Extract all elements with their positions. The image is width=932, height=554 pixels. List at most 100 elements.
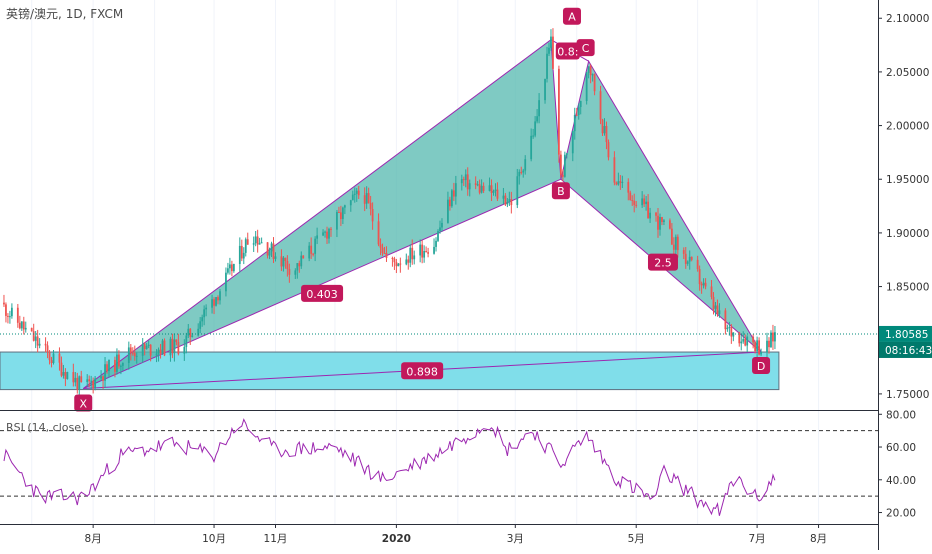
rsi-label: RSI (14, close) [6, 421, 85, 434]
candle-body [766, 340, 768, 352]
candle-body [24, 327, 27, 330]
candle-body [145, 345, 148, 350]
candle-body [558, 68, 560, 155]
candle-body [246, 239, 249, 245]
candle-body [339, 212, 342, 220]
candle-body [88, 379, 91, 382]
candle-body [716, 305, 719, 315]
candle-body [149, 344, 152, 356]
candle-body [466, 174, 469, 190]
header-separator: , [82, 7, 91, 21]
time-tick-label: 3月 [507, 533, 524, 545]
candle-body [7, 315, 9, 317]
candle-body [187, 328, 190, 336]
candle-body [58, 353, 61, 363]
candle-body [300, 255, 303, 267]
candle-body [423, 251, 426, 258]
candle-body [770, 332, 772, 348]
candle-body [308, 245, 311, 259]
candle-body [133, 352, 136, 357]
candle-body [173, 339, 176, 354]
candle-body [383, 252, 386, 254]
candle-body [520, 171, 523, 173]
point-x-label-text: X [79, 398, 87, 411]
candle-body [191, 335, 194, 337]
candle-body [104, 364, 106, 381]
candle-body [532, 135, 535, 137]
candle-body [482, 185, 485, 191]
candle-body [86, 379, 89, 383]
candle-body [772, 332, 774, 342]
candle-body [215, 297, 217, 306]
candle-body [258, 243, 261, 245]
candle-body [119, 365, 122, 367]
candle-body [591, 74, 594, 76]
candle-body [744, 338, 747, 346]
candle-body [94, 378, 97, 388]
candle-body [546, 53, 548, 79]
point-x-label-box [74, 394, 93, 412]
candle-body [480, 185, 483, 193]
candle-body [617, 181, 620, 185]
candle-body [20, 321, 23, 329]
candle-body [746, 336, 749, 346]
interval-label: 1D [65, 7, 83, 21]
candle-body [631, 200, 634, 202]
candle-body [379, 244, 382, 248]
rsi-tick-label: 40.00 [886, 475, 916, 487]
candle-body [185, 335, 188, 348]
candle-body [90, 380, 93, 382]
candle-body [254, 236, 257, 244]
candle-body [381, 247, 384, 253]
ratio-ac-label-text: 0.8: [557, 45, 578, 58]
candle-body [328, 228, 330, 239]
candle-body [629, 192, 632, 201]
candle-body [155, 353, 158, 356]
candle-body [655, 212, 657, 216]
exchange-label: FXCM [90, 7, 124, 21]
candle-body [510, 199, 513, 206]
candle-body [102, 376, 104, 381]
candle-body [760, 351, 762, 355]
candle-body [238, 245, 241, 264]
candle-body [441, 222, 443, 228]
candle-body [645, 201, 648, 205]
candle-body [502, 195, 505, 199]
candle-body [286, 260, 289, 270]
candle-body [197, 328, 200, 336]
candle-body [147, 344, 150, 346]
candle-body [169, 338, 172, 356]
candle-body [284, 257, 287, 261]
candle-body [66, 372, 69, 379]
candle-body [175, 339, 178, 343]
candle-body [563, 154, 566, 177]
chart-header: 英镑/澳元, 1D, FXCM [6, 5, 123, 22]
candle-body [32, 331, 35, 341]
candle-body [577, 107, 580, 116]
candle-body [131, 352, 134, 354]
candle-body [478, 184, 481, 193]
candle-body [585, 72, 588, 101]
candle-body [571, 131, 574, 154]
candle-body [690, 256, 693, 260]
candle-body [425, 251, 428, 253]
price-tick-label: 2.00000 [886, 121, 929, 133]
candle-body [177, 342, 180, 354]
candle-body [536, 116, 539, 122]
candle-body [30, 327, 33, 332]
candle-body [643, 198, 646, 205]
candle-body [452, 190, 455, 197]
candle-body [363, 195, 366, 204]
candle-body [427, 252, 429, 254]
candle-body [129, 347, 132, 353]
candle-body [710, 286, 713, 297]
candle-body [718, 310, 721, 315]
candle-body [552, 36, 554, 69]
candle-body [758, 340, 760, 355]
candle-body [661, 217, 663, 223]
candle-body [116, 354, 118, 372]
candle-body [647, 201, 649, 219]
time-tick-label: 2020 [382, 533, 411, 545]
candle-body [240, 245, 243, 259]
